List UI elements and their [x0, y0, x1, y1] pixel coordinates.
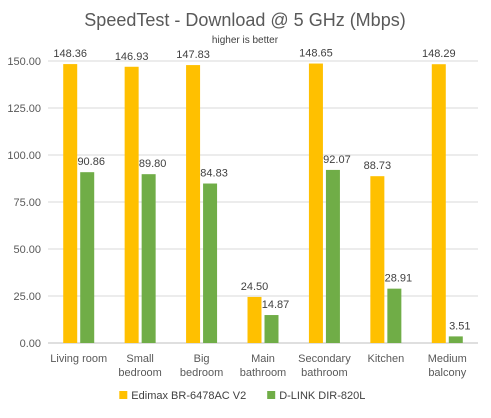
data-label: 88.73	[364, 160, 392, 172]
data-label: 28.91	[385, 273, 413, 285]
bar	[448, 336, 463, 343]
y-tick-label: 0.00	[20, 338, 41, 350]
legend-swatch	[119, 391, 128, 399]
bar	[186, 65, 201, 344]
bar	[63, 64, 78, 344]
data-label: 90.86	[77, 156, 105, 168]
bar	[325, 169, 340, 343]
data-label: 84.83	[200, 168, 228, 180]
x-tick-label: Kitchen	[368, 353, 405, 365]
data-label: 148.29	[422, 48, 456, 60]
gridlines	[48, 60, 478, 344]
y-tick-label: 75.00	[13, 197, 41, 209]
data-label: 3.51	[449, 320, 470, 332]
y-tick-label: 150.00	[7, 56, 41, 68]
x-tick-label: Main bathroom	[240, 353, 286, 379]
bar	[308, 63, 323, 344]
x-tick-label: Small bedroom	[118, 353, 161, 379]
data-label: 92.07	[323, 154, 351, 166]
data-label: 146.93	[115, 51, 149, 63]
data-labels: 148.36 146.93 147.83 24.50 148.65 88.73 148.29…	[53, 48, 470, 333]
data-label: 148.65	[299, 48, 333, 60]
bar	[141, 174, 156, 343]
y-tick-label: 125.00	[7, 103, 41, 115]
x-tick-label: Living room	[50, 353, 107, 365]
chart-subtitle: higher is better	[212, 35, 279, 46]
legend-label: D-LINK DIR-820L	[279, 390, 365, 402]
chart-title: SpeedTest - Download @ 5 GHz (Mbps)	[84, 10, 405, 30]
bars	[63, 63, 463, 344]
x-axis-ticks: Living room Small bedroom Big bedroom Main bat…	[50, 353, 467, 379]
bar	[431, 64, 446, 344]
y-tick-label: 100.00	[7, 150, 41, 162]
data-label: 14.87	[262, 299, 290, 311]
data-label: 148.36	[53, 48, 87, 60]
bar	[264, 315, 279, 343]
y-tick-label: 50.00	[13, 244, 41, 256]
bar	[124, 66, 139, 343]
bar	[80, 172, 95, 343]
bar	[247, 296, 262, 343]
bar	[203, 183, 218, 343]
y-axis-ticks: 0.00 25.00 50.00 75.00 100.00 125.00 150.00	[7, 56, 41, 350]
legend: Edimax BR-6478AC V2 D-LINK DIR-820L	[119, 390, 365, 402]
data-label: 89.80	[139, 158, 167, 170]
legend-swatch	[267, 391, 276, 399]
legend-label: Edimax BR-6478AC V2	[131, 390, 246, 402]
y-tick-label: 25.00	[13, 291, 41, 303]
x-tick-label: Medium balcony	[428, 353, 467, 379]
x-tick-label: Big bedroom	[180, 353, 223, 379]
x-tick-label: Secondary bathroom	[298, 353, 351, 379]
bar	[370, 176, 385, 343]
data-label: 147.83	[176, 49, 210, 61]
bar	[387, 288, 402, 343]
data-label: 24.50	[241, 281, 269, 293]
